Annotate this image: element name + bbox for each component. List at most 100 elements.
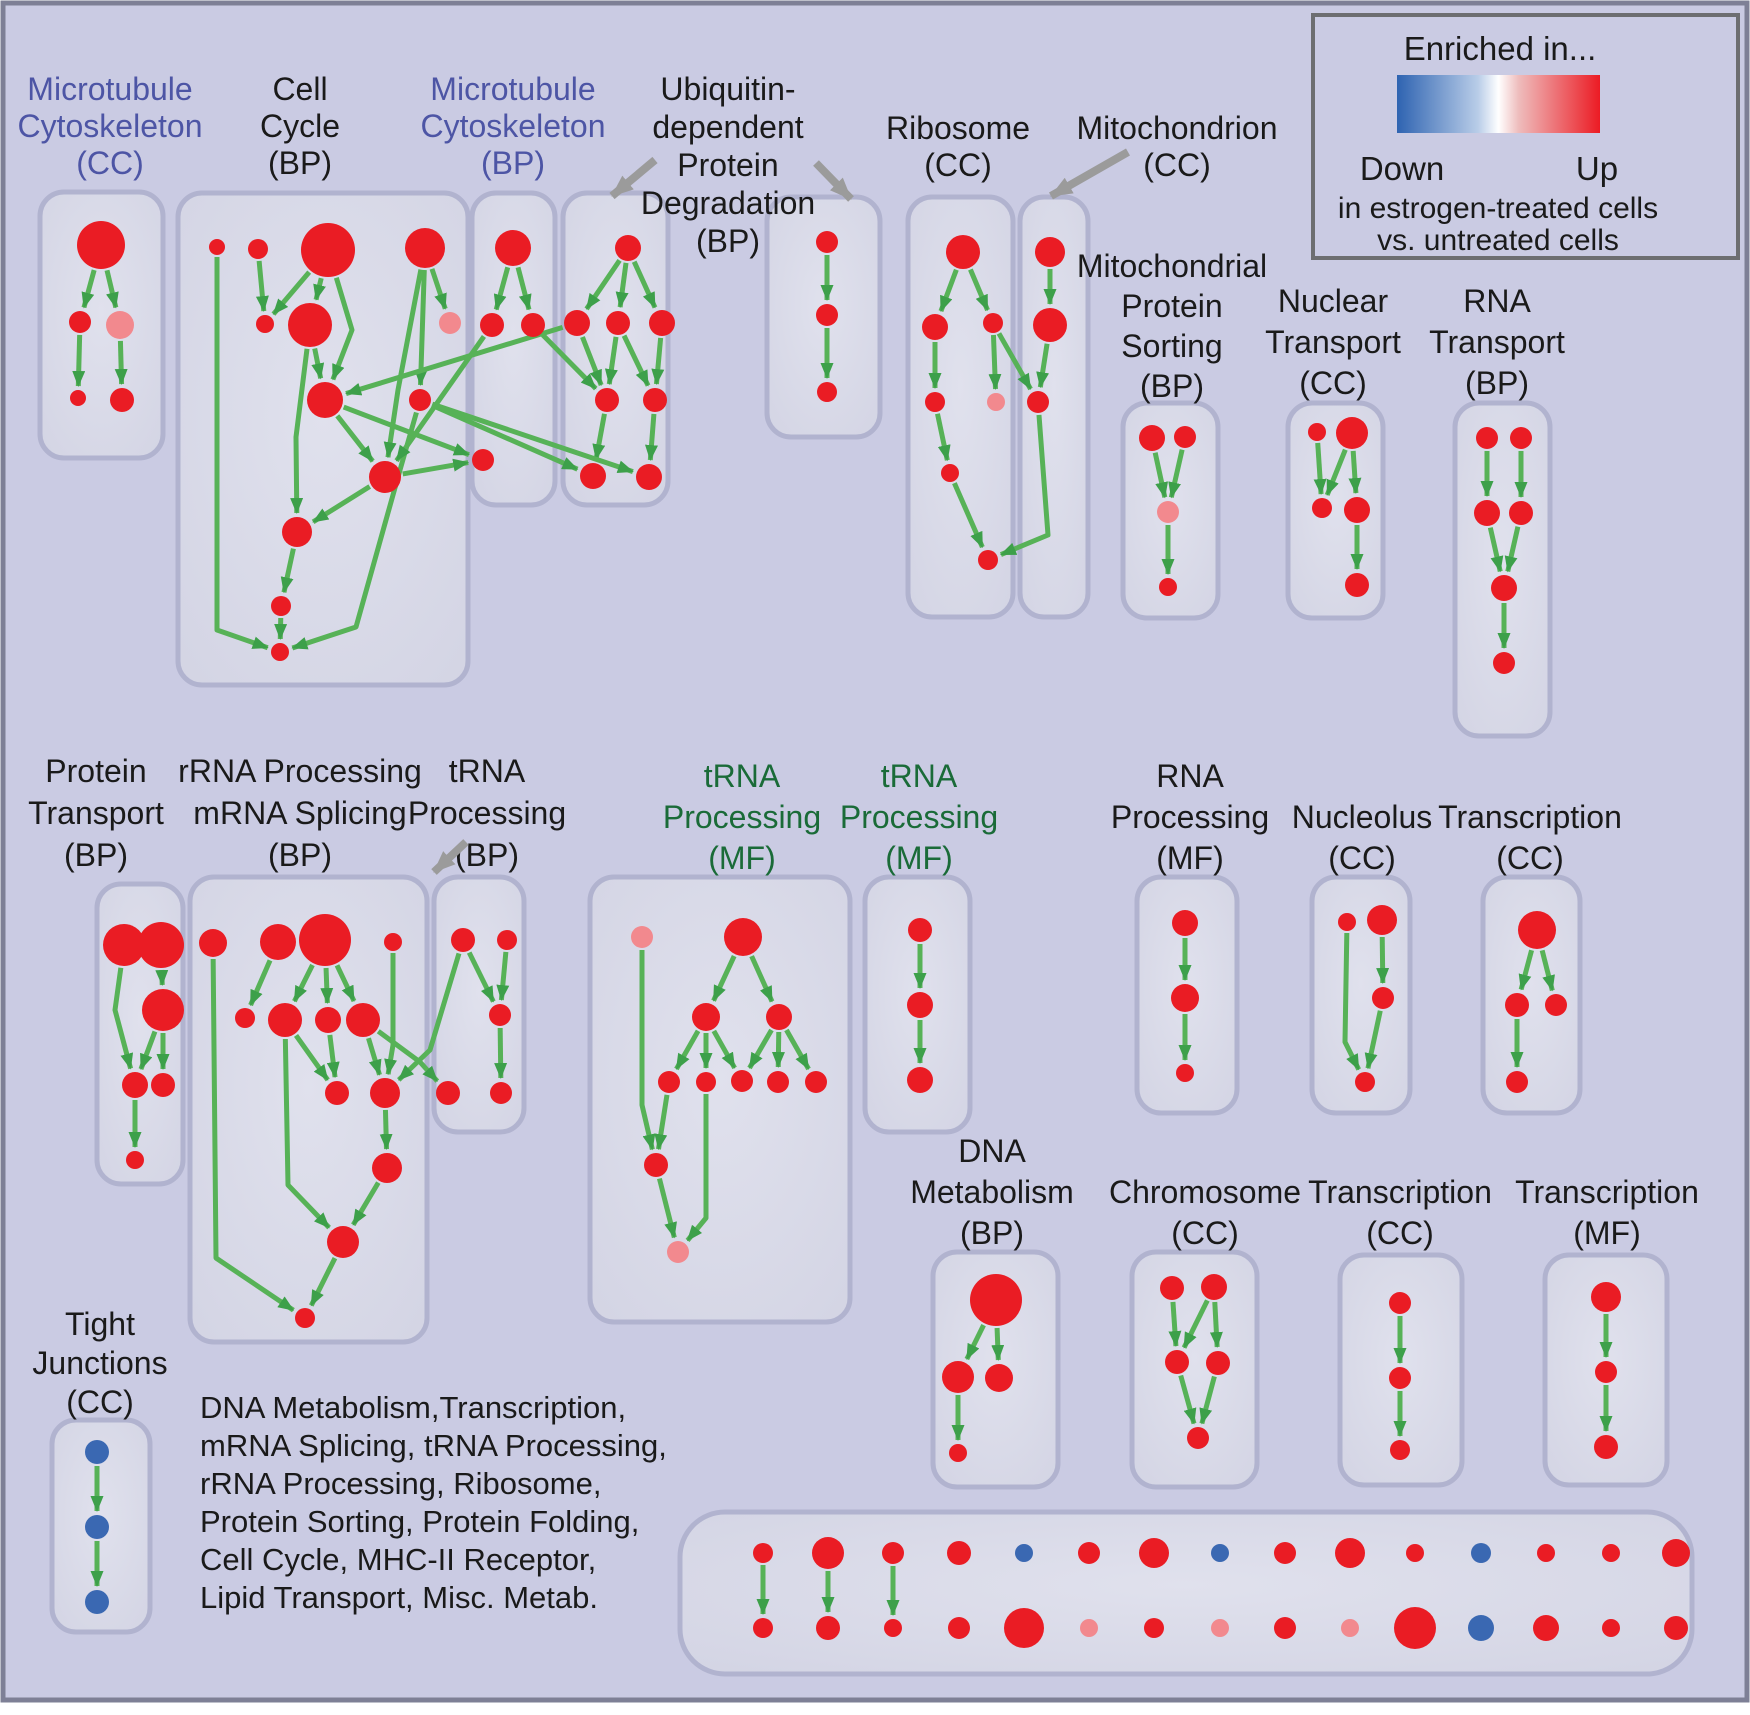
go-term-node [372,1153,402,1183]
go-term-node [370,1078,400,1108]
go-term-node [1033,308,1067,342]
go-term-node [1471,1543,1491,1563]
cross-edge [394,335,486,463]
cluster-label-mt_bp: Microtubule [430,71,595,107]
edge-trna_bp [466,951,496,1003]
cluster-label-tight_j: Tight [65,1306,135,1342]
go-term-node [1211,1619,1229,1637]
go-term-node [753,1618,773,1638]
cluster-label-nuclear_tr: (CC) [1299,365,1367,401]
cluster-label-mito: (CC) [1143,147,1211,183]
go-term-node [1139,1538,1169,1568]
edge-ubiq1 [645,413,658,462]
edge-trna_mf_big [685,1094,709,1243]
go-term-node [1341,1619,1359,1637]
edge-cell_cycle [311,484,372,525]
edge-ribosome [935,413,951,462]
go-term-node [636,464,662,490]
edge-trna_mf_big [784,1028,811,1071]
go-term-node [696,1072,716,1092]
edge-mt_cc [72,334,86,388]
go-term-node [766,1004,792,1030]
go-term-node [77,221,125,269]
edge-cell_cycle [313,277,326,301]
edge-trna_mf_big [639,950,656,1151]
edge-ubiq1 [604,336,619,386]
edge-ribosome [968,268,990,312]
edge-ribosome [988,334,1002,391]
edge-prot_tr [138,1030,158,1071]
go-term-node [1159,578,1177,596]
edge-dna_met [991,1327,1005,1362]
edge-trna_mf_big [771,1031,785,1069]
pointer-arrow-icon [609,156,658,200]
edge-trans_cc2 [1518,949,1535,991]
edge-cell_cycle [383,269,424,459]
legend-up-label: Up [1576,150,1618,187]
edge-ribosome [938,268,959,313]
go-term-node [451,928,475,952]
cluster-label-mt_cc: Cytoskeleton [18,108,203,144]
cluster-label-dna_met: DNA [958,1133,1026,1169]
go-term-node [767,1071,789,1093]
cluster-label-trans_mf: Transcription [1515,1174,1699,1210]
edge-cell_cycle [214,257,269,651]
edge-ribosome [952,482,985,549]
legend-box [1311,13,1740,260]
go-term-node [884,1619,902,1637]
go-term-node [949,1444,967,1462]
go-term-node [1336,417,1368,449]
edge-rrna [309,1256,338,1307]
go-term-node [1591,1282,1621,1312]
go-term-node [1139,425,1165,451]
go-term-node [1274,1542,1296,1564]
go-term-node [1274,1617,1296,1639]
go-term-node [151,1073,175,1097]
go-term-node [649,310,675,336]
edge-cell_cycle [290,348,310,515]
edge-cell_cycle [255,260,269,313]
go-term-node [1355,1072,1375,1092]
go-term-node [271,596,291,616]
edge-rrna [248,959,273,1007]
edge-mt_bp [493,266,511,311]
go-term-node [126,1151,144,1169]
edge-rrna [379,1109,393,1151]
cluster-label-dna_met: Metabolism [910,1174,1074,1210]
go-term-node [1345,573,1369,597]
go-term-node [1027,391,1049,413]
go-term-node [564,310,590,336]
cluster-label-mt_bp: (BP) [481,145,545,181]
cluster-label-trna_mf_sm: Processing [840,799,998,835]
go-term-node [946,235,980,269]
go-term-node [405,228,445,268]
go-term-node [1144,1618,1164,1638]
edge-ubiq1 [631,260,658,309]
go-term-node [315,1007,341,1033]
go-term-node [1160,1276,1184,1300]
go-term-node [644,1153,668,1177]
cluster-label-mt_bp: Cytoskeleton [421,108,606,144]
cluster-label-rna_tr: (BP) [1465,365,1529,401]
edge-trna_bp [494,1027,508,1080]
edge-ubiq1 [651,337,665,386]
go-term-node [346,1003,380,1037]
cluster-label-trans_mf: (MF) [1573,1215,1641,1251]
edge-cell_cycle [271,270,312,316]
edge-rrna [366,1037,382,1076]
go-term-node [85,1515,109,1539]
cluster-label-mt_cc: Microtubule [27,71,192,107]
go-term-node [985,1364,1013,1392]
go-term-node [1367,905,1397,935]
cluster-boxes-layer [37,189,1695,1677]
go-term-node [987,393,1005,411]
go-term-node [631,926,653,948]
go-term-node [812,1537,844,1569]
edge-mt_bp [515,266,532,311]
misc-cluster-list-text: DNA Metabolism,Transcription, [200,1390,626,1425]
edge-trans_cc2 [1539,949,1555,992]
cross-edge [430,402,579,472]
cluster-label-mito: Mitochondrion [1077,110,1278,146]
edges-layer [72,255,1613,1616]
cluster-label-trna_mf_sm: (MF) [885,840,953,876]
